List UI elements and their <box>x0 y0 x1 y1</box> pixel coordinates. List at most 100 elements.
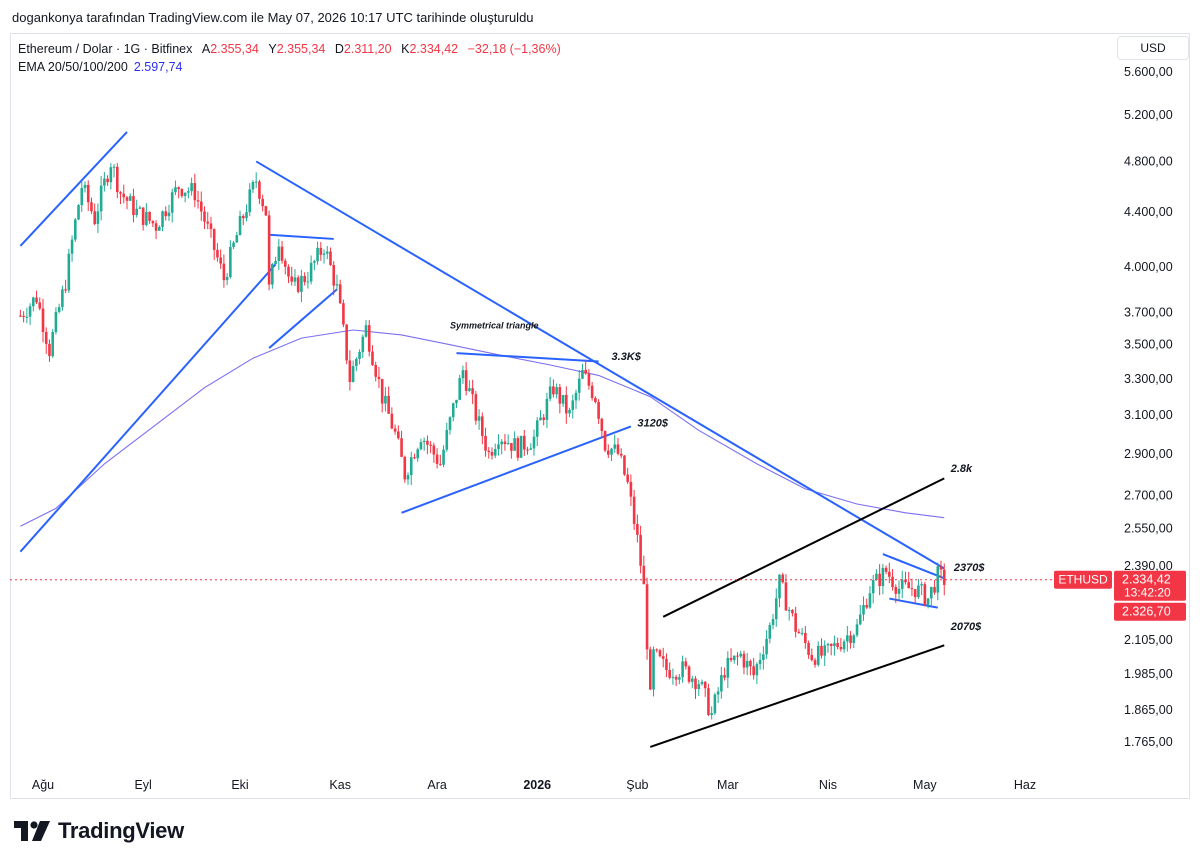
candle-body <box>67 253 71 291</box>
candle-body <box>904 579 907 583</box>
candle-body <box>762 654 765 660</box>
candle-body <box>86 184 90 203</box>
candle-body <box>338 284 342 304</box>
candle-body <box>167 212 171 217</box>
candle-body <box>894 586 898 594</box>
candle-body <box>209 223 213 230</box>
candle-body <box>497 444 500 450</box>
candle-body <box>888 571 891 577</box>
candle-body <box>548 386 552 399</box>
candle-body <box>219 257 222 264</box>
y-tick-label: 2.900,00 <box>1124 447 1173 461</box>
ema-layer <box>20 329 945 527</box>
candle-body <box>325 251 329 254</box>
candle-body <box>561 394 565 404</box>
candle-body <box>426 440 429 445</box>
candle-body <box>884 567 888 572</box>
x-tick-label: Eki <box>231 778 248 792</box>
y-tick-label: 2.390,00 <box>1124 559 1173 573</box>
y-tick-label: 1.865,00 <box>1124 703 1173 717</box>
symbol-title[interactable]: Ethereum / Dolar · 1G · Bitfinex <box>18 42 193 56</box>
candle-body <box>145 211 148 225</box>
high-value: 2.355,34 <box>276 42 326 56</box>
candle-body <box>907 582 911 589</box>
candle-body <box>406 475 410 480</box>
candle-body <box>241 216 245 219</box>
y-tick-label: 3.100,00 <box>1124 408 1173 422</box>
time-axis[interactable]: Ağu Eyl Eki Kas Ara 2026 Şub Mar Nis May Haz <box>32 778 1036 792</box>
candle-body <box>500 441 503 445</box>
candle-body <box>151 220 155 224</box>
candle-body <box>703 681 707 689</box>
candle-body <box>720 675 723 692</box>
candle-body <box>106 178 109 183</box>
candle-body <box>148 211 151 221</box>
candle-body <box>413 457 416 459</box>
trendline <box>268 288 338 349</box>
candle-body <box>141 207 145 225</box>
candle-body <box>836 643 839 647</box>
candle-body <box>367 325 371 352</box>
candle-body <box>390 413 394 429</box>
candle-body <box>96 211 100 224</box>
candle-body <box>164 211 168 217</box>
candle-body <box>41 308 45 332</box>
candle-body <box>513 438 516 451</box>
trendline <box>662 477 945 618</box>
candle-body <box>871 580 875 594</box>
candle-body <box>364 325 368 337</box>
chart-annotation: 2.8k <box>950 463 973 475</box>
price-axis[interactable]: 5.600,00 5.200,00 4.800,00 4.400,00 4.000,00… <box>1124 65 1173 749</box>
ema-label[interactable]: EMA 20/50/100/200 <box>18 60 128 74</box>
chart-annotation: Symmetrical triangle <box>450 320 539 330</box>
y-tick-label: 3.500,00 <box>1124 338 1173 352</box>
x-tick-label: Eyl <box>134 778 151 792</box>
high-label: Y <box>268 42 277 56</box>
candle-body <box>245 212 248 219</box>
candle-body <box>532 436 536 449</box>
candle-body <box>910 588 914 590</box>
candle-body <box>439 463 442 465</box>
candle-body <box>61 289 64 308</box>
tradingview-logo[interactable]: TradingView <box>14 818 184 844</box>
candle-body <box>674 676 678 680</box>
candle-body <box>477 416 481 421</box>
candle-body <box>448 417 452 430</box>
candle-body <box>594 398 597 402</box>
y-tick-label: 5.600,00 <box>1124 65 1173 79</box>
candle-body <box>274 260 277 265</box>
candle-body <box>109 167 113 183</box>
candle-body <box>552 386 555 395</box>
candle-body <box>826 643 830 646</box>
candle-body <box>409 457 413 476</box>
candle-body <box>652 649 655 690</box>
y-tick-label: 3.300,00 <box>1124 372 1173 386</box>
candle-body <box>687 666 691 682</box>
candles-layer <box>19 163 946 720</box>
candle-body <box>897 588 901 594</box>
candle-body <box>229 247 232 278</box>
candle-body <box>726 657 730 678</box>
candle-body <box>606 450 610 455</box>
x-tick-label: Şub <box>626 778 648 792</box>
candle-body <box>313 261 316 263</box>
candle-body <box>199 201 203 212</box>
candle-body <box>232 242 235 248</box>
candle-body <box>597 401 600 419</box>
candle-body <box>865 604 869 608</box>
candle-body <box>345 324 348 361</box>
candle-body <box>820 645 823 656</box>
candle-body <box>464 370 468 391</box>
candle-body <box>816 645 820 665</box>
candle-body <box>758 659 762 665</box>
candle-body <box>855 624 859 636</box>
currency-button[interactable]: USD <box>1117 36 1189 60</box>
candle-body <box>671 676 675 678</box>
candle-body <box>716 691 720 695</box>
candle-body <box>881 567 885 586</box>
chart-annotation: 2370$ <box>953 562 985 574</box>
candle-body <box>212 229 216 250</box>
candle-body <box>797 631 801 634</box>
candle-body <box>842 641 846 650</box>
